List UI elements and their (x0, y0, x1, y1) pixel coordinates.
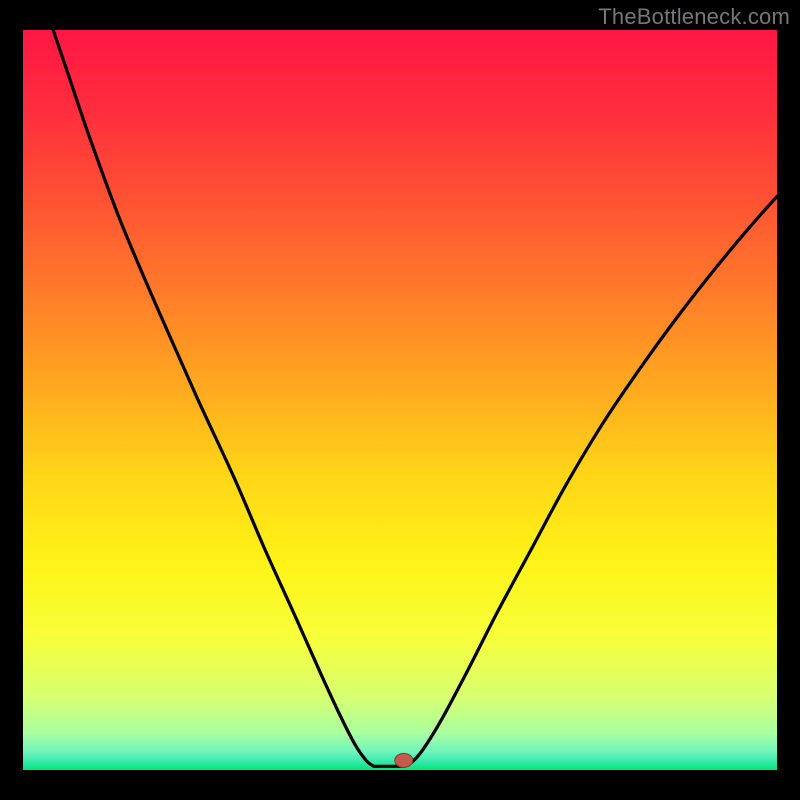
watermark-text: TheBottleneck.com (598, 4, 790, 30)
bottleneck-chart (0, 0, 800, 800)
chart-container: TheBottleneck.com (0, 0, 800, 800)
plot-background (23, 30, 777, 770)
optimal-marker (395, 753, 413, 767)
